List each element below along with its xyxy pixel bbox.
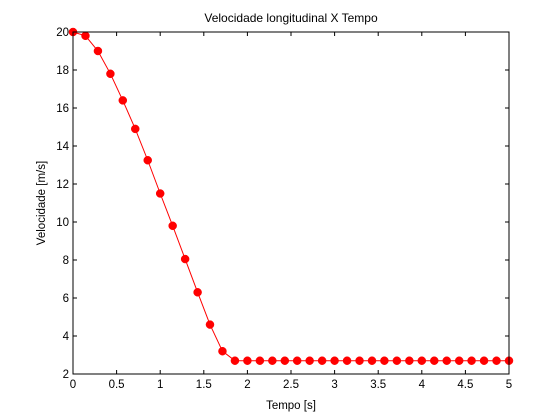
x-tick-label: 1.5 xyxy=(196,379,212,391)
data-point xyxy=(106,69,115,79)
data-point xyxy=(367,356,377,365)
x-tick-label: 0.5 xyxy=(109,379,125,391)
data-point xyxy=(417,356,427,365)
data-point xyxy=(93,46,103,56)
y-tick-label: 18 xyxy=(56,65,69,77)
x-tick-label: 3.5 xyxy=(370,379,386,391)
data-point xyxy=(330,356,339,365)
y-tick-label: 12 xyxy=(56,179,69,191)
y-tick-label: 16 xyxy=(56,103,69,115)
x-tick-label: 4 xyxy=(419,379,426,391)
x-tick-label: 5 xyxy=(506,379,512,391)
data-point xyxy=(268,356,277,365)
data-point xyxy=(392,356,402,365)
x-axis-label: Tempo [s] xyxy=(266,400,316,412)
series-layer xyxy=(68,27,514,365)
y-tick-label: 10 xyxy=(56,217,69,229)
data-point xyxy=(180,254,190,264)
data-point xyxy=(442,356,451,365)
data-point xyxy=(355,356,364,365)
data-point xyxy=(243,356,252,365)
y-tick-label: 2 xyxy=(63,369,69,381)
data-point xyxy=(230,356,240,365)
data-point xyxy=(118,96,128,105)
data-point xyxy=(380,356,389,365)
axes-box xyxy=(72,31,510,375)
data-point xyxy=(492,356,501,365)
y-tick-label: 6 xyxy=(63,293,69,305)
x-tick-label: 0 xyxy=(70,379,76,391)
x-tick-label: 2 xyxy=(244,379,250,391)
data-point xyxy=(255,356,265,365)
data-point xyxy=(292,356,302,365)
data-point xyxy=(168,221,177,231)
data-point xyxy=(280,356,290,365)
data-point xyxy=(155,189,165,198)
data-point xyxy=(479,356,489,365)
data-point xyxy=(305,356,314,365)
y-tick-label: 20 xyxy=(56,27,69,39)
data-point xyxy=(143,156,152,165)
data-point xyxy=(454,356,464,365)
data-point xyxy=(131,124,140,134)
data-point xyxy=(467,356,476,365)
data-point xyxy=(405,356,414,365)
x-tick-label: 1 xyxy=(157,379,163,391)
x-tick-label: 2.5 xyxy=(283,379,299,391)
data-point xyxy=(81,31,90,41)
y-tick-label: 4 xyxy=(63,331,70,343)
y-axis-label: Velocidade [m/s] xyxy=(36,161,48,245)
data-point xyxy=(205,320,215,329)
x-tick-label: 4.5 xyxy=(457,379,473,391)
data-point xyxy=(218,346,227,356)
chart-title: Velocidade longitudinal X Tempo xyxy=(204,11,378,25)
data-point xyxy=(193,288,202,297)
ticks-layer: 0 0.5 1 1.5 2 2.5 3 3.5 4 4.5 5 2 4 6 8 10 12 14 16 18 20 xyxy=(56,27,512,391)
y-tick-label: 8 xyxy=(63,255,69,267)
y-tick-label: 14 xyxy=(56,141,69,153)
x-tick-label: 3 xyxy=(331,379,337,391)
plot-area xyxy=(73,32,509,374)
data-point xyxy=(342,356,352,365)
data-point xyxy=(317,356,327,365)
data-point xyxy=(430,356,439,365)
